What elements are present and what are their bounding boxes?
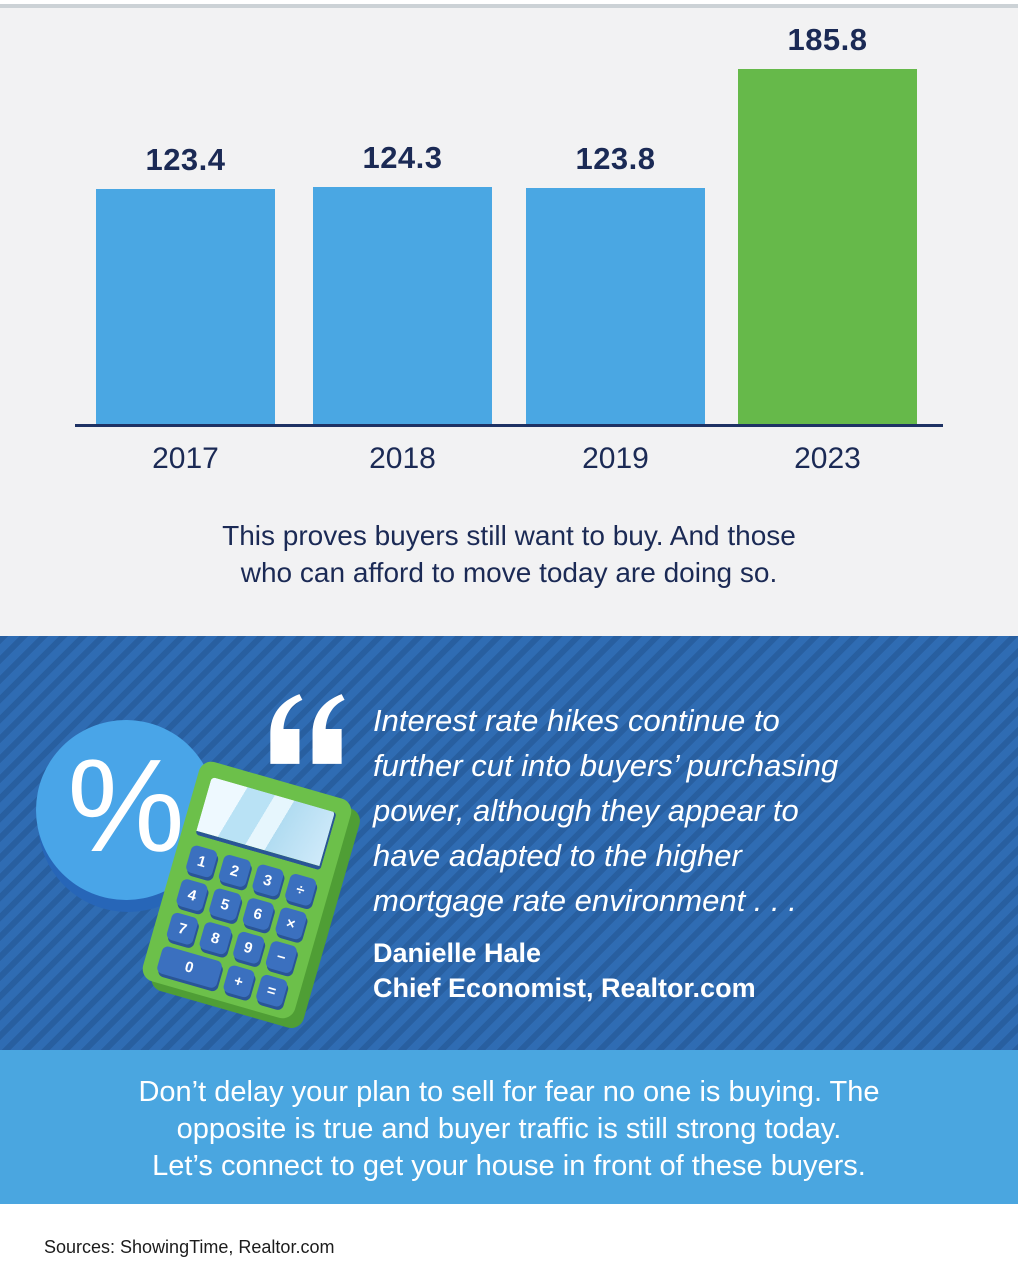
quote-line-1: Interest rate hikes continue to [373,703,780,738]
bar-2018 [313,187,492,426]
top-border-rule [0,4,1018,8]
calc-key-9: 9 [231,930,266,965]
cta-section: Don’t delay your plan to sell for fear n… [0,1050,1018,1204]
calc-key-1: 1 [184,844,219,879]
quote-line-5: mortgage rate environment . . . [373,883,797,918]
x-axis-line [75,424,943,427]
calc-key-5: 5 [208,887,242,922]
calc-key-−: − [264,939,299,975]
bar-value-label-2023: 185.8 [787,22,868,57]
quote-line-3: power, although they appear to [373,793,799,828]
calc-key-÷: ÷ [283,872,318,907]
cta-line-2: opposite is true and buyer traffic is st… [176,1113,842,1145]
x-tick-label-2023: 2023 [794,442,861,475]
bar-2017 [96,189,275,426]
calc-key-×: × [273,906,308,941]
bar-2023 [738,69,917,426]
calc-key-=: = [254,973,289,1008]
percent-icon: % [67,732,185,879]
quote-line-4: have adapted to the higher [373,838,742,873]
calc-key-4: 4 [175,877,210,913]
sources-text: Sources: ShowingTime, Realtor.com [44,1237,335,1257]
x-tick-label-2018: 2018 [369,442,436,475]
chart-caption-line1: This proves buyers still want to buy. An… [222,520,796,551]
bar-value-label-2019: 123.8 [575,141,656,176]
x-tick-label-2019: 2019 [582,442,649,475]
quote-section: % 1 2 3 ÷ 4 5 6 × 7 8 9−0 + = Interest rate hikes co… [0,636,1018,1050]
calc-key-7: 7 [165,911,200,946]
calc-key-+: + [221,964,256,999]
quote-attribution: Danielle Hale Chief Economist, Realtor.c… [373,936,756,1006]
calc-key-3: 3 [250,863,285,898]
quote-text: Interest rate hikes continue to further … [373,698,973,923]
cta-text: Don’t delay your plan to sell for fear n… [0,1074,1018,1185]
calc-key-6: 6 [240,896,275,932]
quote-author: Danielle Hale [373,938,542,968]
chart-caption-line2: who can afford to move today are doing s… [240,557,778,588]
calc-key-8: 8 [198,920,233,956]
bar-value-label-2017: 123.4 [145,142,226,177]
quote-line-2: further cut into buyers’ purchasing [373,748,839,783]
bar-chart-section: 123.4 2017 124.3 2018 123.8 2019 185.8 2023 Thi… [0,8,1018,636]
open-quote-icon [270,694,345,764]
bar-2019 [526,188,705,426]
calc-key-2: 2 [217,853,252,889]
x-tick-label-2017: 2017 [152,442,219,475]
cta-line-1: Don’t delay your plan to sell for fear n… [138,1076,880,1108]
quote-author-role: Chief Economist, Realtor.com [373,973,756,1003]
chart-caption: This proves buyers still want to buy. An… [0,517,1018,591]
bar-value-label-2018: 124.3 [362,140,443,175]
cta-line-3: Let’s connect to get your house in front… [152,1150,866,1182]
